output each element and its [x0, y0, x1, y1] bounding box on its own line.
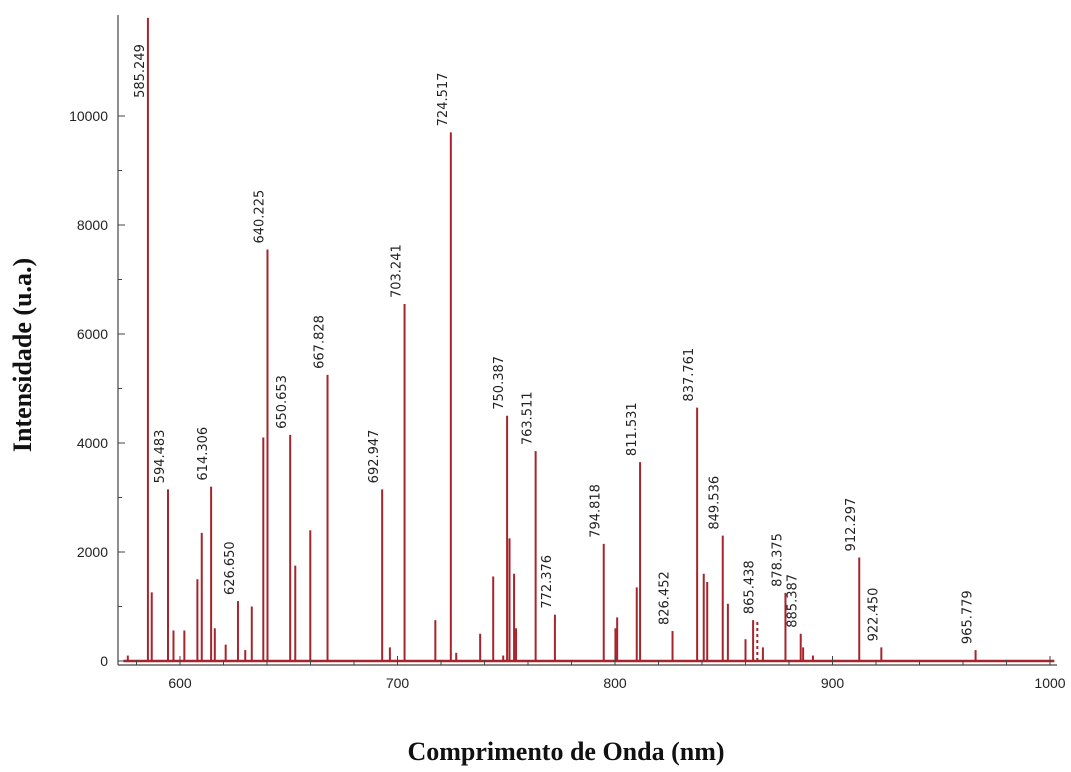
- peak-label: 885.387: [786, 574, 801, 628]
- peak-label: 772.376: [540, 555, 555, 609]
- peak-label: 826.452: [658, 571, 673, 625]
- y-tick-label: 6000: [77, 326, 108, 342]
- y-axis-ticks: 0 2000 4000 6000 8000 10000: [69, 108, 125, 669]
- peak-label: 922.450: [866, 588, 881, 642]
- peak-label: 912.297: [844, 498, 859, 552]
- x-tick-label: 600: [168, 675, 192, 691]
- y-tick-label: 8000: [77, 217, 108, 233]
- peak-label: 594.483: [153, 430, 168, 484]
- peak-label: 865.438: [742, 560, 757, 614]
- peak-label: 703.241: [390, 244, 405, 298]
- y-tick-label: 10000: [69, 108, 108, 124]
- peak-label: 811.531: [625, 402, 640, 456]
- peak-label: 878.375: [770, 533, 785, 587]
- x-tick-label: 1000: [1034, 675, 1065, 691]
- peak-label: 640.225: [252, 190, 267, 244]
- peak-label: 837.761: [682, 348, 697, 402]
- spectrum-peaks: [126, 17, 977, 661]
- peak-label: 794.818: [589, 484, 604, 538]
- peak-label: 667.828: [313, 315, 328, 369]
- y-tick-label: 4000: [77, 435, 108, 451]
- peak-label: 763.511: [521, 391, 536, 445]
- peak-label: 614.306: [196, 427, 211, 481]
- x-tick-label: 800: [603, 675, 627, 691]
- x-tick-label: 700: [386, 675, 410, 691]
- peak-label: 585.249: [133, 44, 148, 98]
- peak-label: 650.653: [275, 375, 290, 429]
- peak-label: 724.517: [436, 73, 451, 127]
- y-tick-label: 0: [100, 653, 108, 669]
- x-axis-ticks: 600 700 800 900 1000: [136, 656, 1066, 691]
- peak-label: 692.947: [367, 430, 382, 484]
- peak-label: 849.536: [708, 476, 723, 530]
- y-axis-title: Intensidade (u.a.): [8, 258, 37, 452]
- peak-label: 965.779: [961, 590, 976, 644]
- peak-labels: 585.249 594.483 614.306 626.650 640.225 650.6…: [133, 44, 976, 644]
- y-tick-label: 2000: [77, 544, 108, 560]
- x-tick-label: 900: [821, 675, 845, 691]
- axes: [117, 15, 1057, 666]
- peak-label: 750.387: [492, 356, 507, 410]
- peak-label: 626.650: [223, 541, 238, 595]
- x-axis-title: Comprimento de Onda (nm): [407, 737, 724, 766]
